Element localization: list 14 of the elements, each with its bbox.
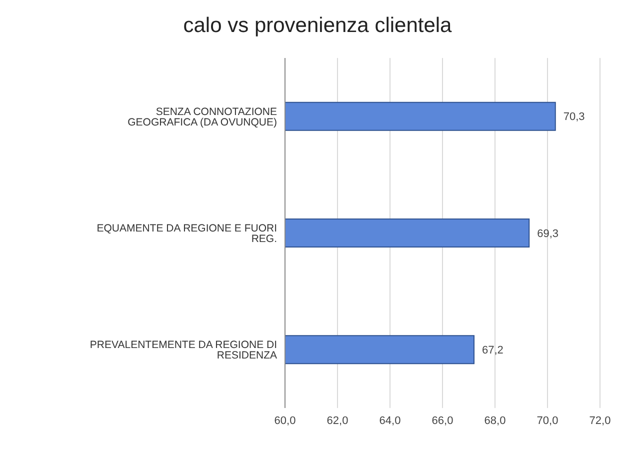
x-tick-label: 72,0 bbox=[589, 414, 611, 427]
y-tick-label: EQUAMENTE DA REGIONE E FUORI REG. bbox=[96, 222, 277, 245]
x-tick-label: 68,0 bbox=[484, 414, 506, 427]
y-tick-label: SENZA CONNOTAZIONE GEOGRAFICA (DA OVUNQUE) bbox=[128, 106, 277, 128]
data-label: 67,2 bbox=[482, 344, 504, 357]
x-tick-label: 70,0 bbox=[536, 414, 558, 427]
chart-title: calo vs provenienza clientela bbox=[182, 14, 453, 39]
x-tick-label: 66,0 bbox=[432, 414, 454, 427]
x-tick-label: 60,0 bbox=[274, 414, 296, 427]
data-label: 70,3 bbox=[563, 111, 585, 124]
data-label: 69,3 bbox=[537, 228, 559, 240]
x-tick-label: 62,0 bbox=[326, 414, 348, 427]
x-tick-label: 64,0 bbox=[379, 414, 401, 427]
y-tick-label: PREVALENTEMENTE DA REGIONE DI RESIDENZA bbox=[90, 339, 277, 362]
